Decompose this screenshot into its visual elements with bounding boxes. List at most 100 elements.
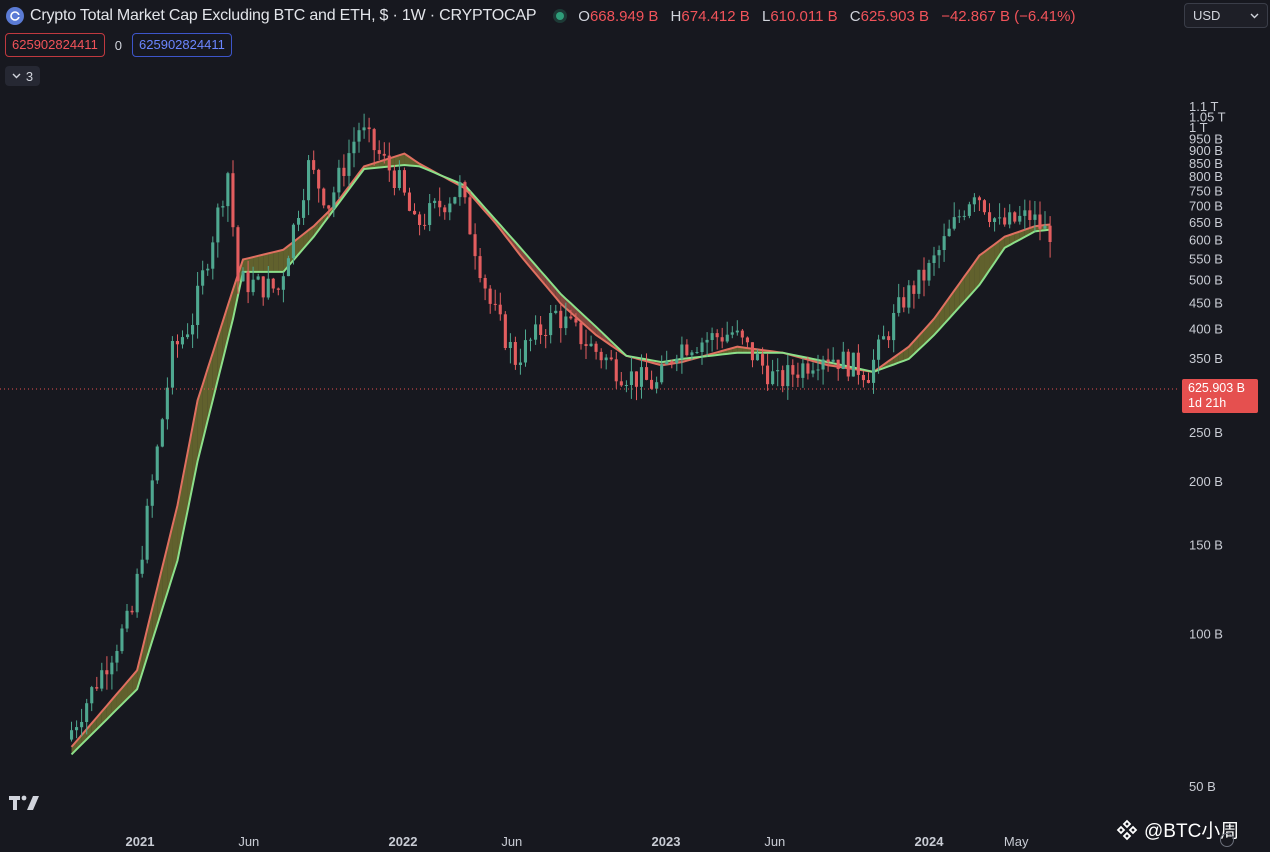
candle xyxy=(811,362,815,378)
candle xyxy=(988,203,992,228)
candle xyxy=(95,676,99,691)
candle xyxy=(367,117,371,143)
candle xyxy=(402,167,406,196)
currency-select[interactable]: USD xyxy=(1184,3,1268,28)
candle xyxy=(201,260,205,295)
y-tick-label: 1.05 T xyxy=(1189,109,1226,124)
candle xyxy=(877,334,881,374)
y-tick-label: 350 B xyxy=(1189,351,1223,366)
candle xyxy=(882,325,886,340)
cryptocap-logo-icon xyxy=(6,7,24,25)
ohlc-low-value: 610.011 B xyxy=(770,7,838,25)
chevron-down-icon xyxy=(12,73,21,79)
candle xyxy=(180,330,184,349)
tradingview-logo-icon[interactable] xyxy=(8,792,42,812)
y-tick-label: 650 B xyxy=(1189,215,1223,230)
indicator-value-blue[interactable]: 625902824411 xyxy=(132,33,232,57)
candle xyxy=(619,372,623,387)
candle xyxy=(564,302,568,336)
ma-cloud-segment xyxy=(263,253,269,272)
candle xyxy=(251,266,255,296)
candle xyxy=(1003,207,1007,227)
candle xyxy=(972,193,976,212)
candle xyxy=(297,210,301,232)
ma-cloud-segment xyxy=(278,249,284,272)
candle xyxy=(1008,204,1012,229)
ma-cloud-segment xyxy=(243,258,249,272)
ma-cloud-segment xyxy=(974,255,980,291)
y-tick-label: 750 B xyxy=(1189,183,1223,198)
candle xyxy=(105,656,109,690)
ma-cloud-segment xyxy=(409,157,415,166)
symbol-title[interactable]: Crypto Total Market Cap Excluding BTC an… xyxy=(30,7,537,24)
candle xyxy=(690,350,694,361)
candle xyxy=(261,276,265,306)
candle xyxy=(362,113,366,139)
candle xyxy=(700,337,704,365)
ma-cloud-segment xyxy=(540,270,546,286)
candle xyxy=(942,223,946,262)
candle xyxy=(892,304,896,353)
candle xyxy=(902,287,906,313)
y-tick-label: 50 B xyxy=(1189,779,1216,794)
candle xyxy=(937,245,941,269)
candle xyxy=(650,370,654,390)
candle xyxy=(932,246,936,276)
candle xyxy=(307,155,311,216)
candle xyxy=(1048,216,1052,258)
ohlc-open-value: 668.949 B xyxy=(589,7,659,25)
y-tick-label: 950 B xyxy=(1189,131,1223,146)
candle xyxy=(872,349,876,394)
candle xyxy=(221,200,225,217)
candle xyxy=(801,358,805,388)
indicator-value-red[interactable]: 625902824411 xyxy=(5,33,105,57)
candle xyxy=(80,708,84,737)
candle xyxy=(488,285,492,314)
candle xyxy=(377,140,381,160)
candle xyxy=(266,266,270,300)
candle xyxy=(478,248,482,283)
candle xyxy=(745,336,749,349)
ma-cloud-segment xyxy=(1004,234,1010,248)
settings-icon[interactable] xyxy=(1220,833,1234,847)
y-tick-label: 500 B xyxy=(1189,273,1223,288)
candle xyxy=(216,203,220,258)
candle xyxy=(281,271,285,303)
ma-cloud-segment xyxy=(515,242,521,256)
chevron-down-icon xyxy=(1250,13,1259,18)
candle xyxy=(1043,211,1047,229)
candle xyxy=(508,333,512,364)
ohlc-high-value: 674.412 B xyxy=(681,7,750,25)
candle xyxy=(655,376,659,394)
ma-cloud-segment xyxy=(253,255,259,272)
candle xyxy=(448,197,452,221)
candle xyxy=(629,357,633,399)
ma-cloud-segment xyxy=(969,262,975,297)
x-tick-label: Jun xyxy=(238,834,259,849)
ma-cloud-segment xyxy=(258,254,264,272)
candle xyxy=(639,354,643,399)
candle xyxy=(392,164,396,196)
indicators-count: 3 xyxy=(25,68,34,84)
candle xyxy=(1033,201,1037,232)
candle xyxy=(816,354,820,381)
ma-cloud-segment xyxy=(318,216,324,230)
candle xyxy=(433,198,437,209)
candle xyxy=(407,187,411,212)
candle xyxy=(720,327,724,349)
candle xyxy=(196,272,200,339)
candle xyxy=(846,348,850,382)
candle xyxy=(761,347,765,375)
ohlc-open-key: O xyxy=(578,7,590,25)
indicators-collapse-button[interactable]: 3 xyxy=(5,66,40,86)
candle xyxy=(604,354,608,370)
candle xyxy=(771,359,775,386)
candle xyxy=(135,568,139,618)
candle xyxy=(110,655,114,690)
candle xyxy=(75,720,79,739)
candle xyxy=(594,341,598,360)
watermark-text: @BTC小周 xyxy=(1144,821,1240,842)
candle xyxy=(382,142,386,164)
candle xyxy=(503,311,507,351)
